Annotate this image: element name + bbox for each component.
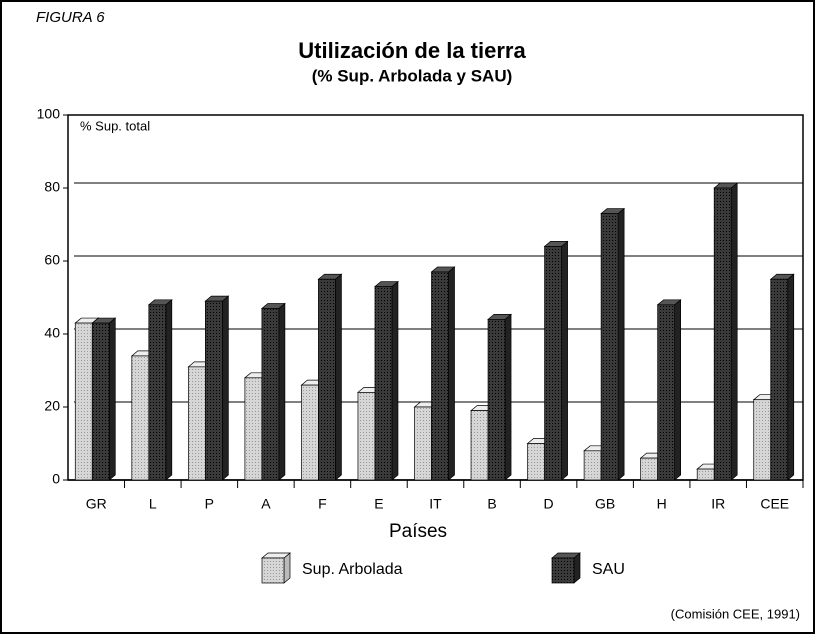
bar-side bbox=[448, 266, 455, 481]
chart-title: Utilización de la tierra bbox=[298, 38, 526, 63]
x-tick-label: B bbox=[487, 496, 496, 512]
x-tick-label: IT bbox=[429, 496, 442, 512]
x-tick-label: F bbox=[318, 496, 327, 512]
legend-swatch bbox=[551, 557, 575, 584]
bar bbox=[244, 377, 263, 481]
bar-side bbox=[221, 295, 229, 481]
bar bbox=[600, 213, 619, 481]
bar bbox=[74, 322, 93, 481]
bar-side bbox=[504, 313, 512, 481]
bar-side bbox=[278, 302, 286, 481]
y-tick-label: 0 bbox=[52, 471, 60, 487]
legend-label: SAU bbox=[592, 561, 625, 578]
y-tick-label: 100 bbox=[37, 106, 61, 122]
bar bbox=[91, 322, 110, 481]
x-tick-label: H bbox=[657, 496, 667, 512]
legend-swatch bbox=[261, 557, 285, 584]
bar bbox=[583, 450, 602, 481]
y-axis-label: % Sup. total bbox=[80, 118, 150, 133]
bar bbox=[696, 468, 715, 481]
bar bbox=[487, 319, 506, 481]
source: (Comisión CEE, 1991) bbox=[671, 606, 800, 621]
x-axis-label: Países bbox=[389, 521, 447, 542]
x-tick-label: CEE bbox=[760, 496, 789, 512]
bar-side bbox=[391, 280, 399, 481]
bar-side bbox=[561, 240, 568, 481]
x-tick-label: GB bbox=[595, 496, 615, 512]
bar bbox=[187, 366, 206, 481]
bar bbox=[261, 308, 280, 481]
figure-label: FIGURA 6 bbox=[36, 9, 105, 26]
bar bbox=[527, 443, 545, 481]
x-tick-label: IR bbox=[711, 496, 725, 512]
bar-side bbox=[165, 299, 173, 481]
x-tick-label: E bbox=[374, 496, 383, 512]
bar bbox=[713, 187, 732, 481]
bar bbox=[544, 246, 562, 481]
bar bbox=[431, 271, 449, 481]
bar-side bbox=[730, 182, 738, 481]
bar bbox=[374, 286, 393, 481]
x-tick-label: GR bbox=[86, 496, 107, 512]
bar bbox=[301, 384, 319, 481]
y-tick-label: 80 bbox=[44, 179, 60, 195]
chart-subtitle: (% Sup. Arbolada y SAU) bbox=[312, 66, 513, 85]
bar bbox=[148, 304, 167, 481]
bar-side bbox=[108, 317, 116, 481]
legend-label: Sup. Arbolada bbox=[302, 561, 403, 578]
bar bbox=[770, 278, 789, 481]
bar-side bbox=[335, 273, 342, 481]
bar bbox=[131, 355, 150, 481]
bar-side bbox=[674, 299, 682, 481]
bar-side bbox=[787, 273, 795, 481]
bar bbox=[657, 304, 676, 481]
bar bbox=[318, 278, 336, 481]
bar bbox=[414, 406, 432, 481]
y-tick-label: 40 bbox=[44, 325, 60, 341]
y-tick-label: 20 bbox=[44, 398, 60, 414]
x-tick-label: L bbox=[149, 496, 157, 512]
x-tick-label: D bbox=[544, 496, 554, 512]
bar bbox=[640, 457, 659, 481]
x-tick-label: A bbox=[261, 496, 271, 512]
y-tick-label: 60 bbox=[44, 252, 60, 268]
bar bbox=[470, 410, 489, 481]
x-tick-label: P bbox=[205, 496, 214, 512]
bar bbox=[753, 399, 772, 481]
bar-side bbox=[617, 207, 625, 481]
bar bbox=[357, 392, 376, 481]
bar bbox=[204, 300, 223, 481]
